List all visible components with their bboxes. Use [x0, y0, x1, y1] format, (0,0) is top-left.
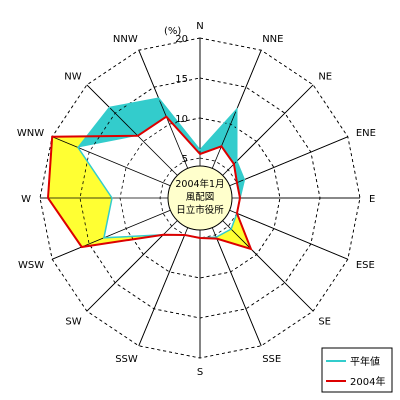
- center-text-2: 日立市役所: [176, 204, 224, 216]
- legend-label-1: 2004年: [350, 375, 385, 388]
- direction-label-ese: ESE: [356, 260, 375, 271]
- legend-label-0: 平年値: [350, 355, 380, 368]
- series-lines: [46, 97, 253, 251]
- direction-label-ssw: SSW: [115, 354, 138, 365]
- legend-box: [321, 347, 393, 393]
- direction-label-se: SE: [318, 316, 331, 327]
- calm-circle: [167, 165, 233, 231]
- direction-label-s: S: [197, 367, 203, 378]
- direction-label-ene: ENE: [356, 128, 376, 139]
- direction-label-sse: SSE: [262, 354, 281, 365]
- direction-label-e: E: [369, 194, 375, 205]
- center-text-0: 2004年1月: [175, 178, 224, 190]
- direction-label-ne: NE: [318, 72, 332, 83]
- legend: 平年値 2004年: [321, 347, 393, 393]
- grid-ring-overlay-10: [119, 117, 281, 279]
- direction-label-wsw: WSW: [18, 260, 44, 271]
- direction-label-nw: NW: [64, 72, 81, 83]
- unit-label: (%): [164, 26, 181, 37]
- tick-label-10: 10: [175, 114, 188, 125]
- center-text-1: 風配図: [186, 192, 215, 203]
- direction-label-sw: SW: [65, 316, 81, 327]
- direction-label-n: N: [196, 21, 203, 32]
- series-line-1: [46, 115, 253, 251]
- tick-label-15: 15: [175, 74, 188, 85]
- tick-label-5: 5: [182, 154, 188, 165]
- direction-label-w: W: [21, 194, 31, 205]
- direction-label-nne: NNE: [262, 34, 283, 45]
- tick-label-20: 20: [175, 34, 188, 45]
- direction-label-nnw: NNW: [113, 34, 138, 45]
- direction-labels: N NNE NE ENE E ESE SE SSE S SSW SW WSW W WNW NW NNW: [17, 21, 376, 378]
- direction-label-wnw: WNW: [17, 128, 44, 139]
